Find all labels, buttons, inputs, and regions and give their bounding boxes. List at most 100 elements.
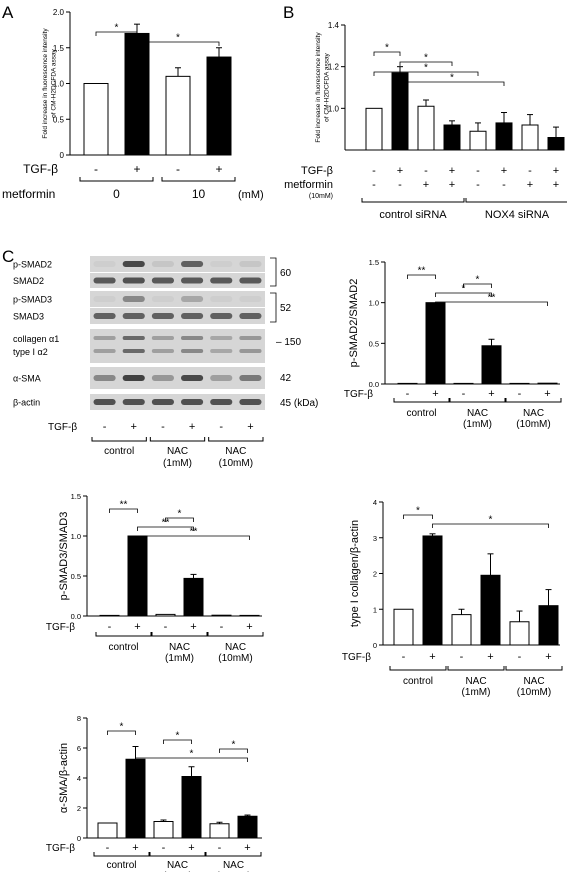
significance-mark: * — [489, 515, 493, 526]
treatment-sign: + — [449, 179, 455, 191]
y-tick-label: 8 — [77, 714, 81, 723]
blot-strip — [90, 367, 265, 389]
row-label: metformin — [284, 179, 333, 191]
group-label: control — [104, 446, 134, 457]
bar — [453, 382, 474, 385]
bar — [481, 345, 502, 385]
group-sublabel: (10mM) — [516, 419, 550, 430]
blot-band — [93, 375, 116, 381]
treatment-sign: - — [161, 421, 165, 433]
blot-band — [122, 349, 145, 353]
y-tick-label: 4 — [77, 774, 81, 783]
blot-band — [151, 399, 174, 405]
group-label: NOX4 siRNA — [485, 209, 550, 221]
treatment-sign: + — [244, 842, 250, 854]
treatment-sign: - — [460, 651, 464, 663]
blot-strip — [90, 308, 265, 324]
blot-band — [93, 296, 116, 302]
group-bracket — [205, 852, 262, 857]
group-bracket — [79, 177, 154, 182]
blot-band — [93, 277, 116, 284]
bar — [397, 382, 418, 385]
bar — [206, 56, 232, 156]
blot-band — [122, 375, 145, 381]
panel-label-c: C — [2, 247, 14, 266]
significance-mark: ** — [488, 293, 496, 304]
y-tick-label: 4 — [373, 498, 377, 507]
group-label: NAC — [167, 860, 188, 871]
bar — [509, 382, 530, 385]
treatment-sign: - — [398, 179, 402, 191]
y-axis-label: Fold increase in fluorescence intensity — [42, 28, 49, 139]
size-marker: 52 — [280, 303, 292, 314]
y-tick-label: 1 — [373, 605, 377, 614]
treatment-sign: - — [372, 165, 376, 177]
y-tick-label: 1.4 — [328, 21, 340, 30]
group-label: 0 — [113, 187, 120, 201]
significance-bracket — [163, 739, 192, 744]
significance-mark: * — [176, 731, 180, 742]
row-label: TGF-β — [342, 652, 371, 663]
significance-mark: * — [424, 53, 428, 64]
blot-band — [239, 336, 262, 340]
y-axis-label: p-SMAD3/SMAD3 — [58, 512, 70, 601]
blot-band — [210, 277, 233, 284]
group-label: NAC — [523, 408, 544, 419]
group-sublabel: (10mM) — [218, 653, 252, 664]
treatment-sign: + — [553, 165, 559, 177]
blot-treatment-label: TGF-β — [48, 422, 77, 433]
significance-mark: * — [190, 749, 194, 760]
y-tick-label: 2 — [373, 570, 377, 579]
group-label: NAC — [169, 642, 190, 653]
bar — [125, 758, 146, 839]
significance-mark: ** — [418, 266, 426, 277]
bar — [209, 823, 230, 839]
group-label: control siRNA — [379, 209, 447, 221]
group-sublabel: (1mM) — [165, 653, 194, 664]
significance-bracket — [219, 748, 248, 753]
blot-band — [239, 349, 262, 353]
treatment-sign: - — [406, 388, 410, 400]
significance-bracket — [432, 523, 549, 528]
significance-bracket — [399, 61, 453, 66]
y-tick-label: 0.0 — [369, 380, 379, 389]
blot-row-label: p-SMAD3 — [13, 295, 52, 305]
group-bracket — [505, 398, 562, 403]
blot-band — [181, 313, 204, 319]
group-bracket — [149, 852, 206, 857]
blot-band — [93, 261, 116, 267]
blot-band — [181, 375, 204, 381]
group-label: NAC — [467, 408, 488, 419]
group-label: control — [403, 676, 433, 687]
group-label: NAC — [465, 676, 486, 687]
bar — [239, 614, 260, 617]
treatment-sign: + — [189, 421, 195, 433]
bar — [181, 776, 202, 839]
group-sublabel: (1mM) — [462, 687, 491, 698]
treatment-sign: + — [449, 165, 455, 177]
significance-mark: * — [232, 740, 236, 751]
bar — [495, 122, 513, 151]
blot-band — [122, 336, 145, 340]
blot-band — [151, 349, 174, 353]
group-sublabel: (1mM) — [163, 458, 192, 469]
bar — [480, 574, 501, 646]
significance-mark: * — [450, 73, 454, 84]
bar — [97, 822, 118, 839]
treatment-sign: + — [429, 651, 435, 663]
group-unit-label: (mM) — [238, 189, 264, 201]
size-bracket — [270, 257, 277, 287]
panel-label-a: A — [2, 3, 14, 22]
blot-band — [151, 296, 174, 302]
group-bracket — [93, 852, 150, 857]
bar — [237, 815, 258, 839]
size-marker: 60 — [280, 268, 292, 279]
group-label: NAC — [223, 860, 244, 871]
group-bracket — [161, 177, 236, 182]
bar — [99, 614, 120, 617]
significance-bracket — [435, 292, 492, 297]
significance-mark: * — [385, 43, 389, 54]
bar — [509, 621, 530, 646]
y-tick-label: 1.0 — [369, 299, 379, 308]
